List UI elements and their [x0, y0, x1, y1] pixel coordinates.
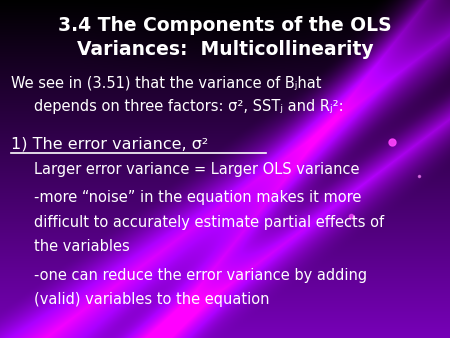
- Text: (valid) variables to the equation: (valid) variables to the equation: [34, 292, 269, 307]
- Text: difficult to accurately estimate partial effects of: difficult to accurately estimate partial…: [34, 215, 384, 230]
- Text: depends on three factors: σ², SSTⱼ and Rⱼ²:: depends on three factors: σ², SSTⱼ and R…: [34, 99, 343, 114]
- Text: We see in (3.51) that the variance of Bⱼhat: We see in (3.51) that the variance of Bⱼ…: [11, 75, 322, 90]
- Text: Larger error variance = Larger OLS variance: Larger error variance = Larger OLS varia…: [34, 162, 359, 177]
- Text: Variances:  Multicollinearity: Variances: Multicollinearity: [76, 40, 373, 58]
- Text: 3.4 The Components of the OLS: 3.4 The Components of the OLS: [58, 16, 392, 35]
- Text: -one can reduce the error variance by adding: -one can reduce the error variance by ad…: [34, 268, 367, 283]
- Text: -more “noise” in the equation makes it more: -more “noise” in the equation makes it m…: [34, 190, 361, 205]
- Text: 1) The error variance, σ²: 1) The error variance, σ²: [11, 136, 208, 151]
- Text: the variables: the variables: [34, 239, 130, 254]
